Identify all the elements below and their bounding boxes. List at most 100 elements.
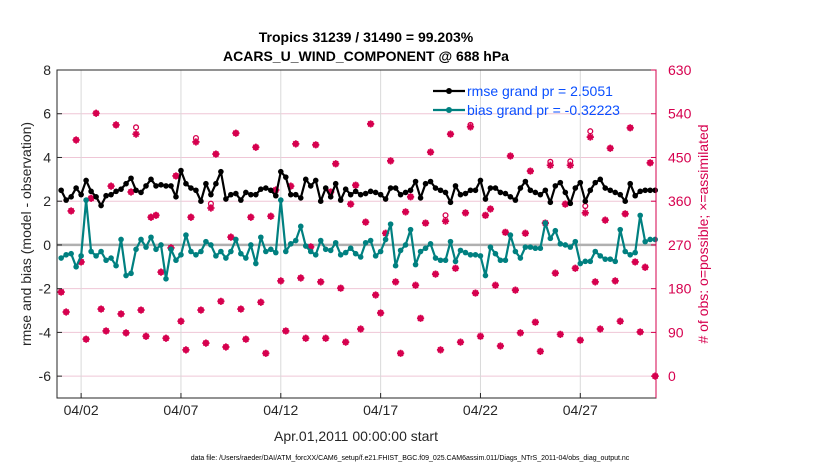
bias-point	[213, 253, 219, 259]
rmse-point	[562, 189, 569, 196]
legend-rmse-marker	[446, 88, 452, 94]
assimilated-obs-marker	[312, 141, 320, 149]
y-right-tick-label: 360	[668, 193, 692, 209]
bias-point	[492, 250, 499, 257]
assimilated-obs-marker	[232, 129, 240, 137]
rmse-point	[88, 188, 94, 195]
bias-point	[427, 241, 434, 247]
assimilated-obs-marker	[406, 193, 415, 201]
bias-point	[452, 258, 459, 265]
possible-obs-marker	[132, 124, 140, 131]
bias-point	[248, 242, 254, 248]
bias-point	[527, 244, 534, 250]
rmse-point	[263, 185, 269, 191]
rmse-point	[497, 189, 504, 196]
rmse-point	[282, 174, 289, 180]
assimilated-obs-marker	[322, 334, 330, 342]
bias-point	[88, 248, 94, 255]
bias-point	[83, 197, 89, 203]
x-tick-label: 04/02	[64, 402, 99, 418]
rmse-point	[612, 189, 619, 196]
possible-obs-marker	[442, 212, 449, 219]
rmse-point	[592, 179, 599, 186]
assimilated-obs-marker	[142, 332, 150, 340]
assimilated-obs-marker	[426, 148, 435, 156]
bias-point	[607, 256, 614, 262]
assimilated-obs-marker	[267, 212, 275, 220]
rmse-point	[337, 197, 344, 203]
bias-point	[168, 246, 174, 253]
assimilated-obs-marker	[357, 325, 365, 333]
assimilated-obs-marker	[162, 334, 170, 342]
bias-point	[637, 212, 643, 219]
assimilated-obs-marker	[202, 339, 210, 347]
bias-point	[312, 251, 319, 258]
legend-rmse-label: rmse grand pr = 2.5051	[467, 83, 613, 99]
assimilated-obs-marker	[466, 123, 475, 131]
rmse-point	[273, 192, 279, 199]
bias-point	[532, 245, 539, 252]
rmse-point	[462, 190, 469, 197]
assimilated-obs-marker	[67, 207, 75, 215]
assimilated-obs-marker	[377, 309, 385, 317]
bias-point	[218, 248, 224, 255]
assimilated-obs-marker	[217, 297, 225, 305]
bias-point	[447, 238, 454, 245]
y-tick-label: -2	[39, 281, 52, 297]
assimilated-obs-marker	[332, 160, 340, 168]
bias-point	[143, 244, 149, 250]
bias-point	[472, 251, 479, 258]
bias-point	[572, 238, 579, 245]
rmse-point	[617, 191, 624, 198]
rmse-point	[68, 194, 74, 200]
assimilated-obs-marker	[526, 167, 534, 175]
y-right-tick-label: 630	[668, 62, 692, 78]
bias-point	[627, 251, 634, 258]
bias-point	[228, 248, 234, 255]
assimilated-obs-marker	[471, 289, 480, 297]
assimilated-obs-marker	[396, 349, 405, 357]
bias-point	[243, 255, 249, 261]
assimilated-obs-marker	[132, 130, 140, 138]
rmse-point	[642, 187, 648, 194]
assimilated-obs-marker	[207, 204, 215, 212]
rmse-point	[297, 195, 304, 201]
bias-point	[407, 226, 414, 233]
rmse-point	[417, 195, 424, 201]
rmse-point	[652, 187, 658, 194]
rmse-point	[602, 185, 609, 191]
assimilated-obs-marker	[461, 209, 470, 217]
bias-point	[297, 223, 304, 230]
bias-point	[238, 250, 244, 257]
assimilated-obs-marker	[87, 194, 95, 202]
assimilated-obs-marker	[596, 325, 604, 333]
bias-point	[188, 248, 194, 255]
assimilated-obs-marker	[416, 314, 425, 322]
y-tick-label: 6	[43, 106, 51, 122]
bias-point	[342, 249, 349, 256]
rmse-point	[312, 177, 319, 184]
assimilated-obs-marker	[327, 188, 335, 196]
rmse-point	[397, 191, 404, 198]
bias-point	[412, 261, 419, 268]
rmse-point	[223, 196, 229, 202]
bias-point	[652, 236, 658, 243]
footer-data-file: data file: /Users/raeder/DAI/ATM_forcXX/…	[191, 455, 630, 462]
rmse-point	[377, 191, 384, 198]
rmse-point	[73, 185, 79, 191]
assimilated-obs-marker	[77, 258, 85, 266]
assimilated-obs-marker	[571, 264, 579, 272]
bias-point	[642, 238, 648, 245]
possible-obs-marker	[587, 128, 594, 135]
rmse-point	[557, 179, 564, 186]
bias-point	[502, 257, 509, 264]
rmse-point	[128, 175, 134, 182]
rmse-point	[342, 186, 349, 192]
assimilated-obs-marker	[382, 229, 390, 237]
assimilated-obs-marker	[546, 161, 554, 169]
rmse-point	[78, 191, 84, 198]
assimilated-obs-marker	[352, 181, 360, 189]
rmse-point	[522, 178, 529, 185]
legend-bias-label: bias grand pr = -0.32223	[467, 102, 620, 118]
bias-point	[507, 232, 514, 238]
